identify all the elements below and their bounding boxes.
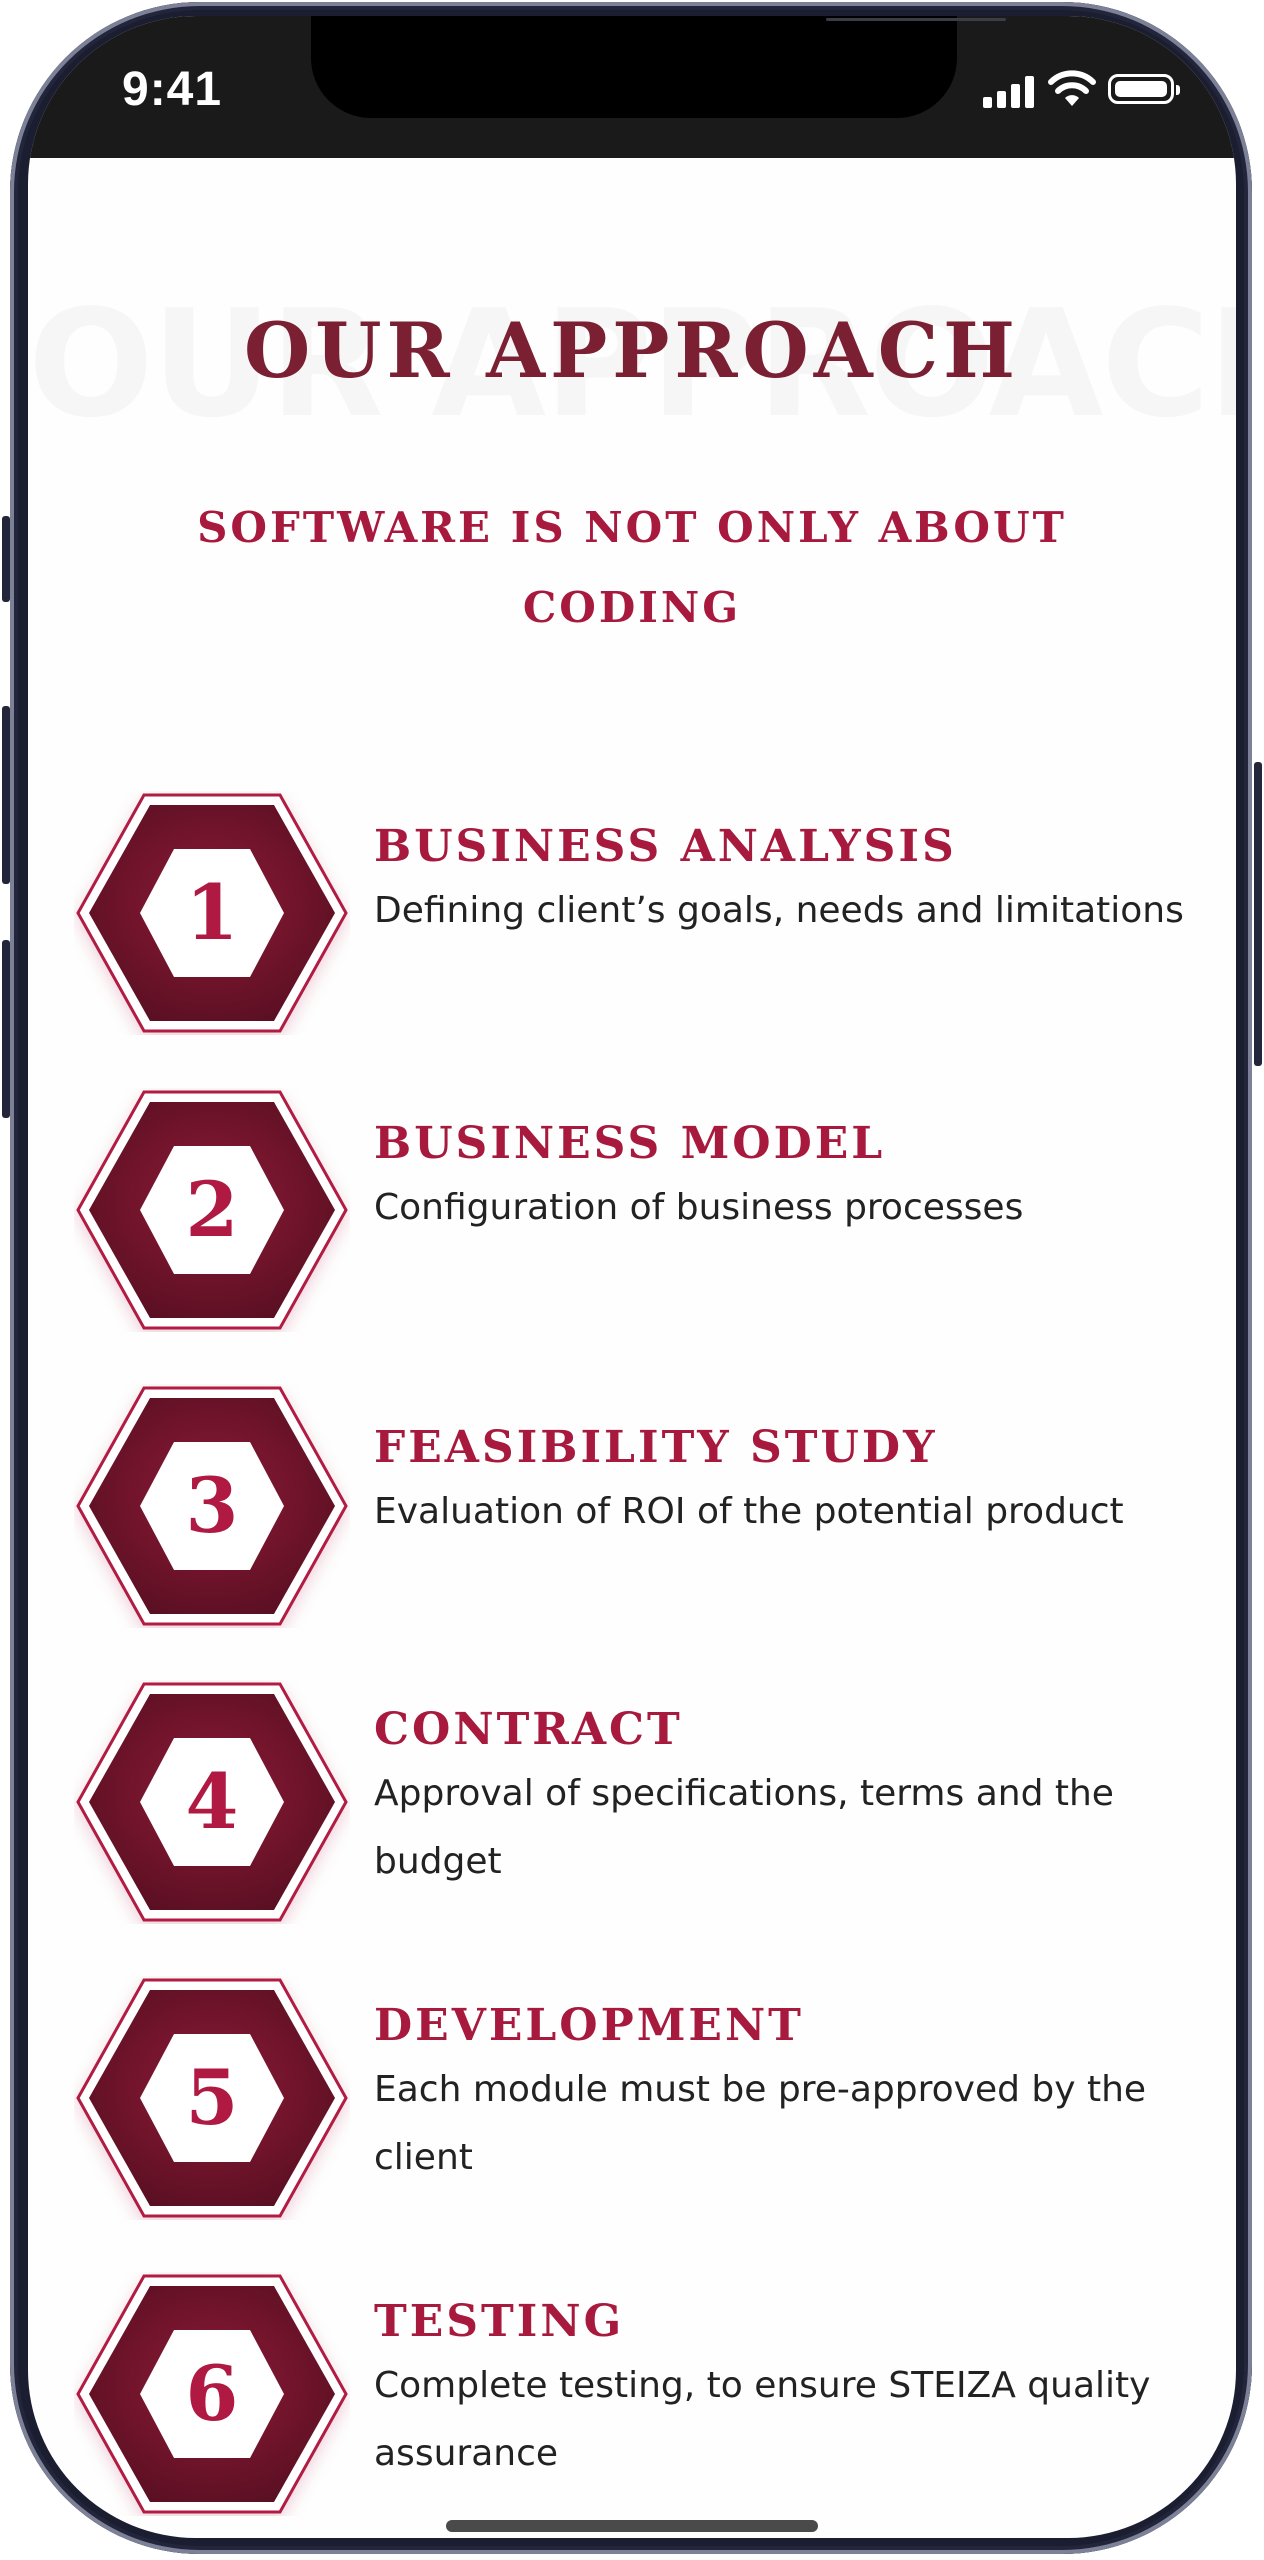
step-description: Each module must be pre-approved by the … [374, 2069, 1147, 2178]
hexagon-badge-icon: 2 [74, 1088, 350, 1332]
battery-icon [1108, 74, 1180, 104]
notch [311, 16, 1006, 118]
status-bar: 9:41 [28, 16, 1236, 158]
hexagon-badge-icon: 6 [74, 2272, 350, 2516]
screen: 9:41 OUR APPROACH OUR APPROACH SOFTWARE … [28, 16, 1236, 2538]
step-title: TESTING [374, 2296, 625, 2347]
step-number: 5 [185, 2053, 239, 2142]
side-button-power [1254, 762, 1262, 1066]
step-description: Configuration of business processes [374, 1187, 1024, 1228]
step-title: CONTRACT [374, 1704, 683, 1755]
step-title: BUSINESS ANALYSIS [374, 821, 957, 872]
step-number: 4 [185, 1757, 239, 1846]
background-watermark-title: OUR APPROACH [28, 278, 1236, 450]
status-time: 9:41 [122, 63, 223, 116]
step-description: Approval of specifications, terms and th… [374, 1773, 1114, 1882]
step-number: 3 [185, 1461, 239, 1550]
hexagon-badge-icon: 4 [74, 1680, 350, 1924]
step-description: Defining client’s goals, needs and limit… [374, 890, 1184, 931]
step-number: 6 [185, 2349, 239, 2438]
cellular-signal-icon [983, 76, 1037, 108]
hexagon-badge-icon: 5 [74, 1976, 350, 2220]
step-title: DEVELOPMENT [374, 2000, 804, 2051]
wifi-icon [1048, 70, 1096, 106]
home-indicator[interactable] [446, 2520, 818, 2532]
step-title: FEASIBILITY STUDY [374, 1422, 938, 1473]
side-button-volume-up [2, 706, 10, 884]
step-number: 2 [185, 1165, 239, 1254]
speaker-grille [826, 18, 1006, 21]
step-number: 1 [185, 868, 239, 957]
side-button-mute [2, 516, 10, 602]
page-subtitle: SOFTWARE IS NOT ONLY ABOUT CODING [197, 503, 1067, 632]
step-description: Complete testing, to ensure STEIZA quali… [374, 2365, 1151, 2474]
step-description: Evaluation of ROI of the potential produ… [374, 1491, 1124, 1532]
hexagon-badge-icon: 1 [74, 791, 350, 1035]
hexagon-badge-icon: 3 [74, 1384, 350, 1628]
side-button-volume-down [2, 940, 10, 1118]
page-title: OUR APPROACH [244, 306, 1020, 395]
step-title: BUSINESS MODEL [374, 1118, 886, 1169]
